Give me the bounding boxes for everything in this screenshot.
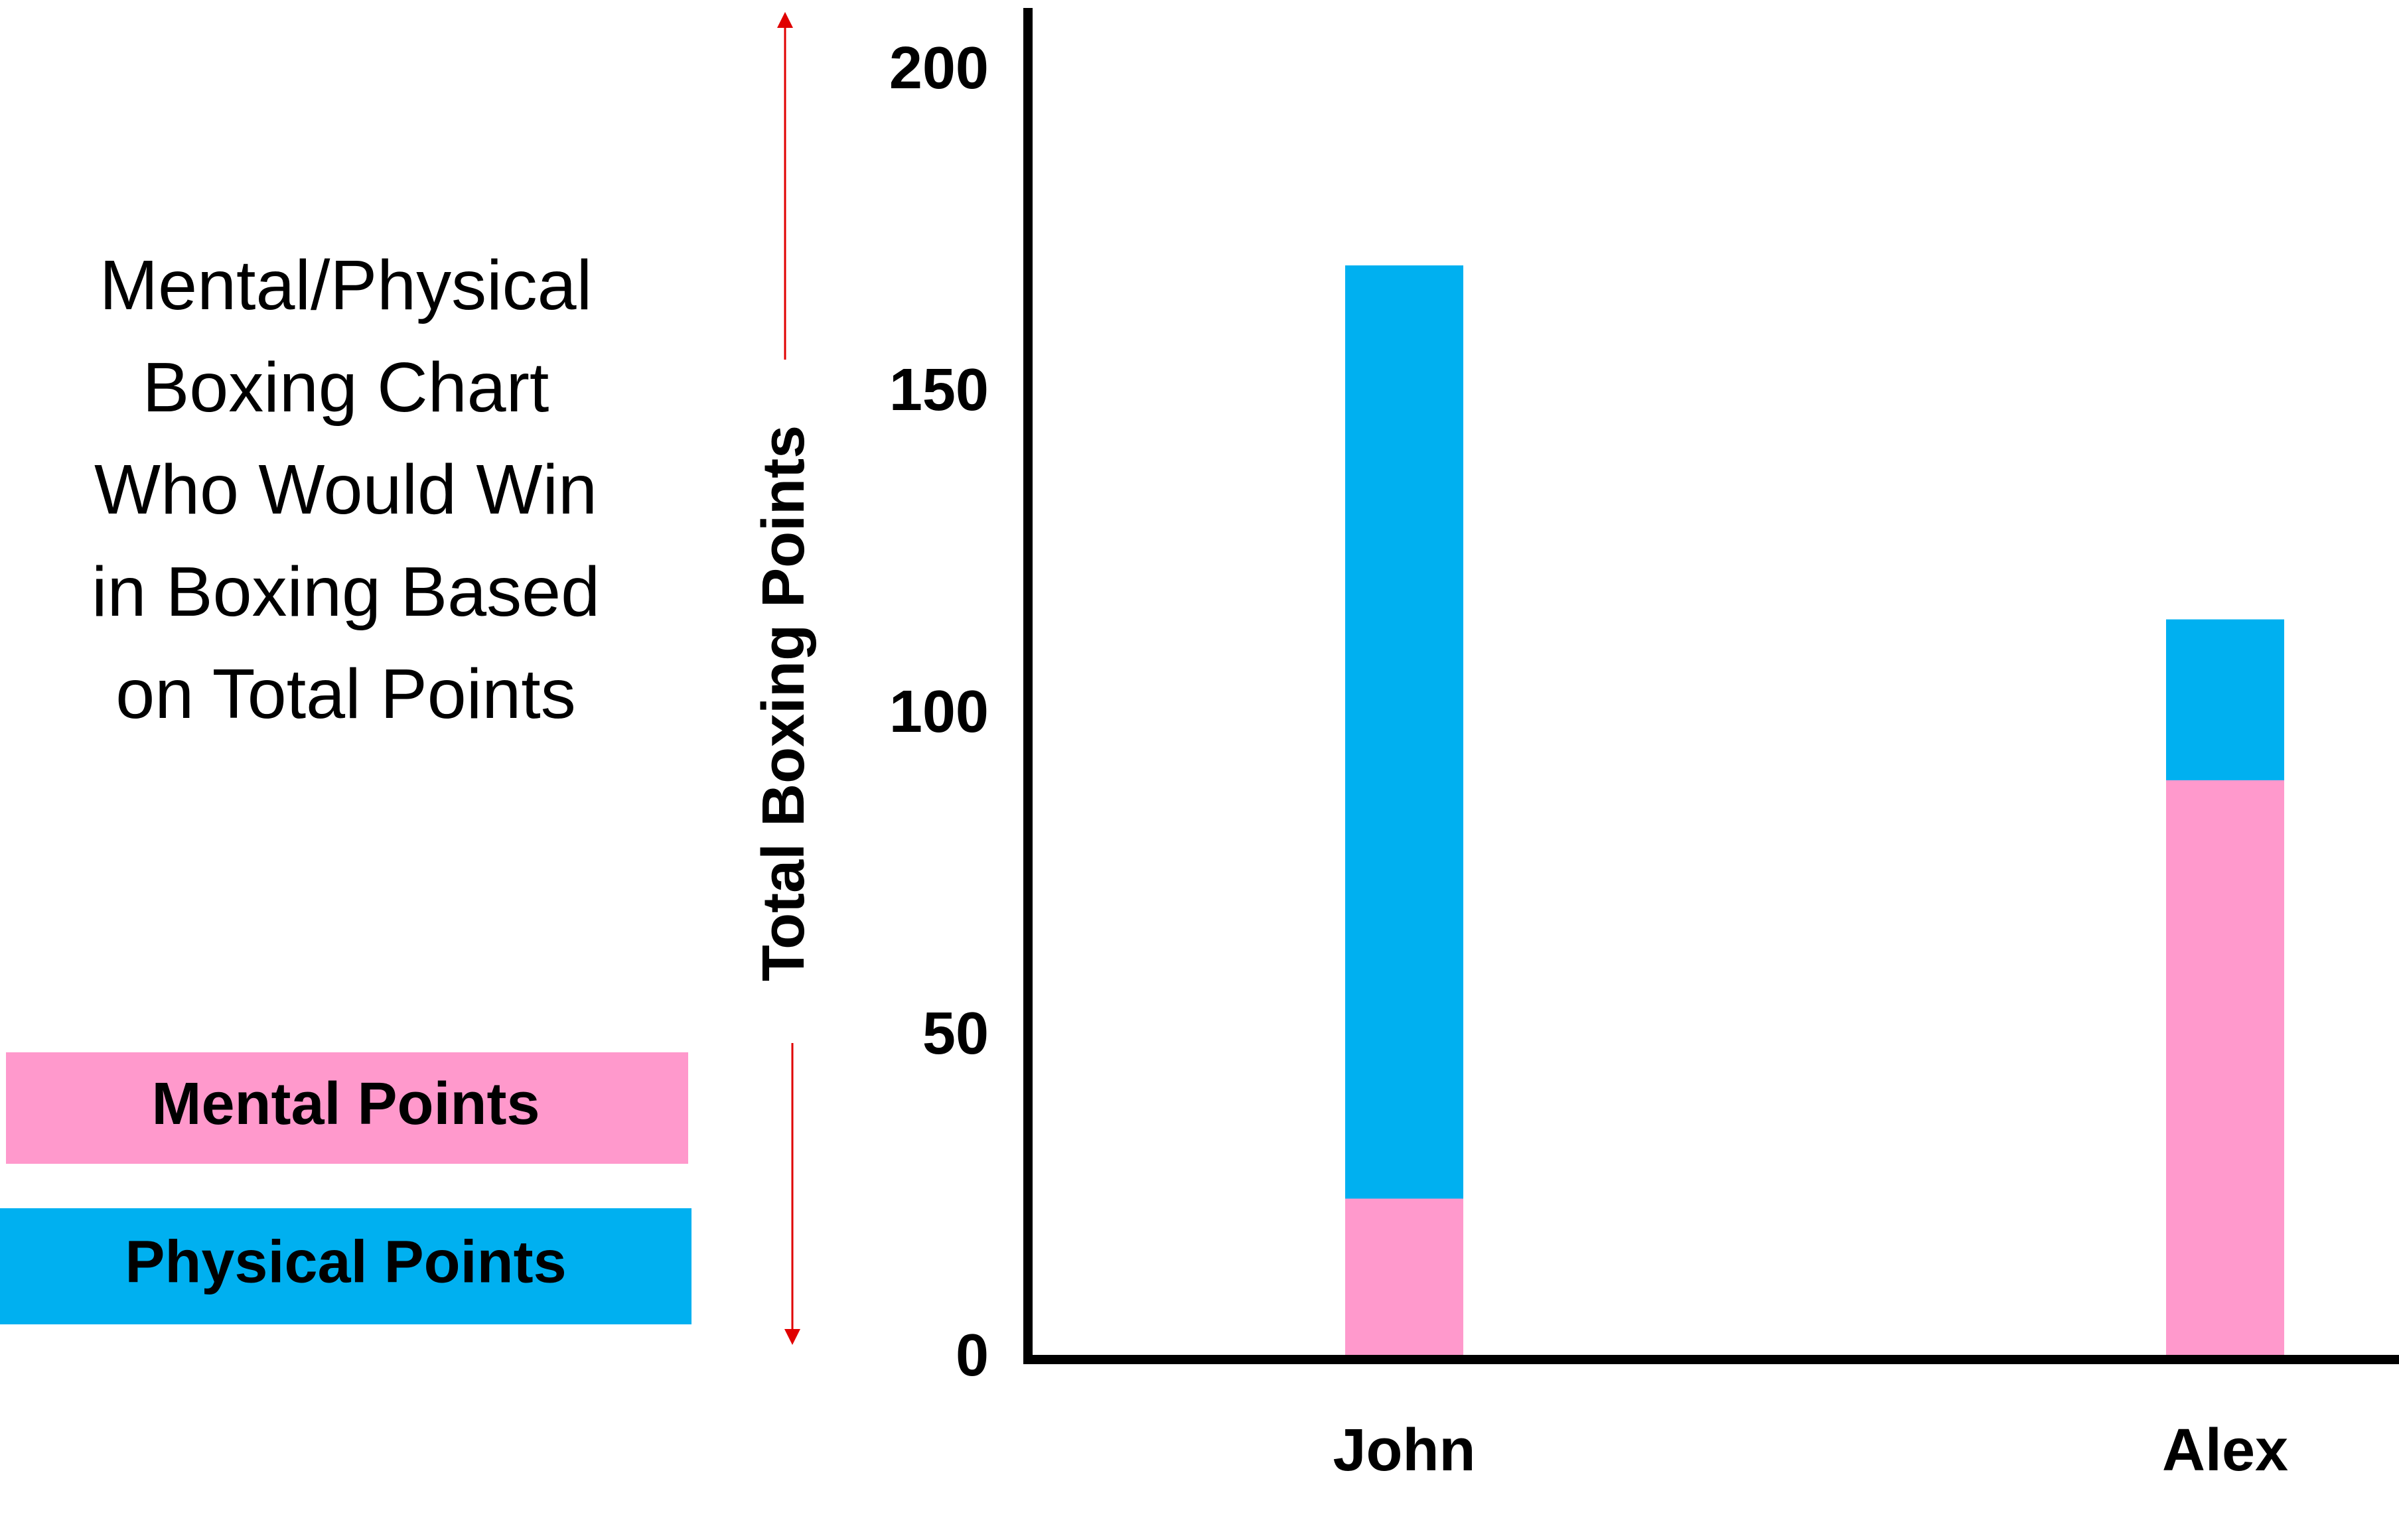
- x-tick-label: John: [1333, 1417, 1476, 1484]
- y-tick-label: 150: [889, 357, 989, 423]
- y-tick-label: 50: [922, 1001, 989, 1067]
- y-tick-label: 200: [889, 35, 989, 102]
- y-axis-label: Total Boxing Points: [751, 425, 817, 981]
- chart-title: Who Would Win: [94, 451, 597, 529]
- chart-title: Boxing Chart: [143, 348, 549, 427]
- x-tick-label: Alex: [2162, 1417, 2288, 1484]
- legend-swatch: [0, 1208, 691, 1324]
- legend-label: Mental Points: [151, 1071, 540, 1137]
- legend-swatch: [6, 1052, 688, 1164]
- y-tick-label: 0: [956, 1322, 989, 1389]
- y-tick-label: 100: [889, 679, 989, 745]
- legend-label: Physical Points: [125, 1229, 566, 1295]
- bar-segment: [2166, 619, 2284, 780]
- bar-segment: [1345, 1198, 1463, 1360]
- chart-title: on Total Points: [115, 655, 575, 733]
- chart-title: Mental/Physical: [100, 246, 592, 324]
- bar-segment: [2166, 780, 2284, 1360]
- chart-title: in Boxing Based: [92, 553, 600, 631]
- bar-segment: [1345, 265, 1463, 1199]
